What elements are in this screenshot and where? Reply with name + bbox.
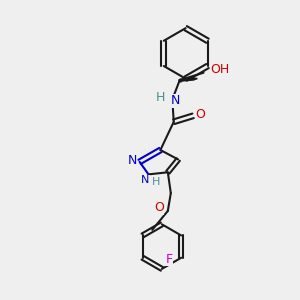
Text: N: N [141, 175, 150, 185]
Text: O: O [154, 202, 164, 214]
Text: H: H [156, 92, 165, 104]
Text: H: H [152, 177, 160, 187]
Text: OH: OH [210, 63, 230, 76]
Text: N: N [171, 94, 180, 107]
Text: N: N [128, 154, 137, 167]
Text: O: O [196, 108, 206, 121]
Text: F: F [166, 253, 173, 266]
